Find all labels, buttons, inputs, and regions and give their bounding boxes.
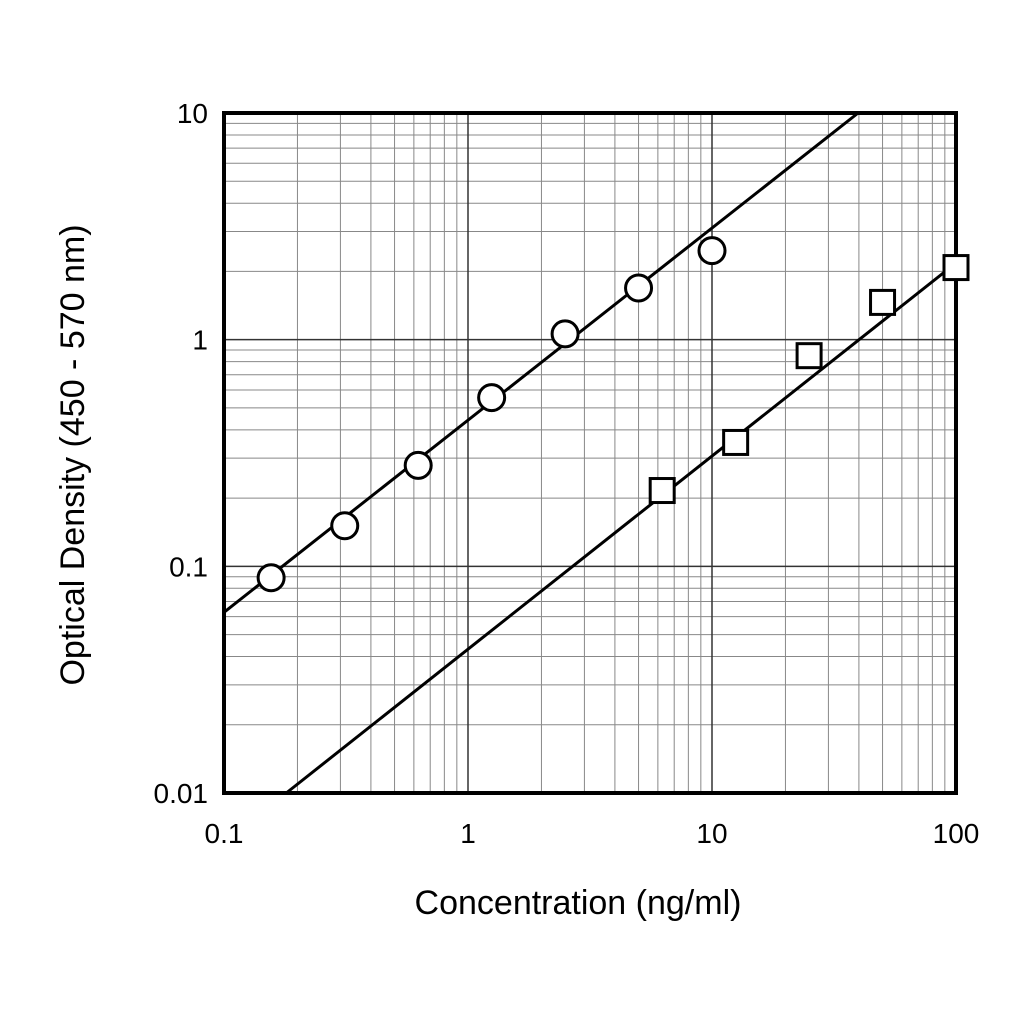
square-marker [648,477,676,505]
y-tick-label: 10 [177,98,208,129]
circle-marker [256,563,286,593]
x-tick-label: 1 [460,818,476,849]
circle-marker [550,319,580,349]
plot-frame [222,111,958,795]
y-axis-label: Optical Density (450 - 570 nm) [54,224,92,685]
circle-marker [403,450,433,480]
fit-line [285,261,957,795]
circle-marker [624,273,654,303]
x-tick-label: 10 [696,818,727,849]
x-axis-label: Concentration (ng/ml) [415,884,742,922]
circle-marker [330,511,360,541]
y-tick-label: 0.1 [169,551,208,582]
y-tick-label: 0.01 [154,778,209,809]
y-tick-label: 1 [192,325,208,356]
square-marker [942,254,970,282]
square-marker [722,428,750,456]
circle-marker [697,236,727,266]
circle-marker [477,383,507,413]
fit-line [223,111,860,614]
x-tick-label: 100 [933,818,980,849]
square-marker [795,342,823,370]
x-tick-label: 0.1 [205,818,244,849]
square-marker [869,288,897,316]
